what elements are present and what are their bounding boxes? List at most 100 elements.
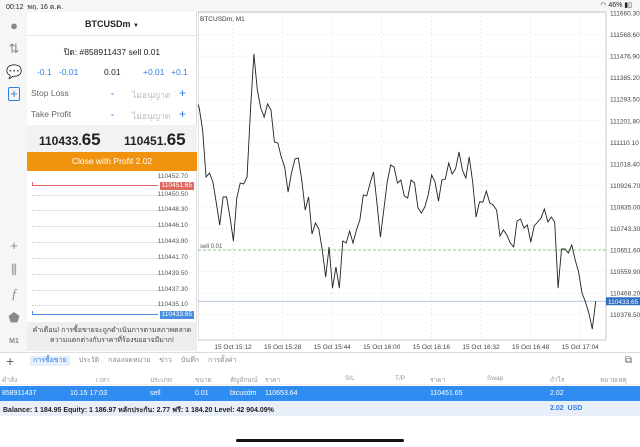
tab-news[interactable]: ข่าว — [159, 357, 172, 364]
depth-level-label: 110437.30 — [157, 286, 188, 293]
x-tick-label: 15 Oct 16:48 — [512, 344, 550, 351]
take-profit-input[interactable]: ไม่อนุญาต — [132, 111, 171, 121]
bid-price-tag-bg — [606, 297, 640, 306]
tab-trade[interactable]: การซื้อขาย — [30, 356, 70, 366]
column-header[interactable]: กำไร — [550, 377, 565, 384]
x-tick-label: 15 Oct 16:16 — [413, 344, 451, 351]
price-point — [362, 194, 364, 196]
column-header[interactable]: T/P — [395, 375, 406, 382]
status-bar: 00:12 พฤ. 16 ต.ค. ◠ 46% ▮▯ — [0, 0, 640, 12]
price-point — [209, 172, 210, 174]
price-point — [393, 166, 395, 168]
y-tick-label: 111476.90 — [610, 54, 640, 61]
volume-plus-0.01[interactable]: +0.01 — [143, 67, 165, 77]
trade-arrows-icon[interactable]: ⇅ — [8, 41, 20, 56]
stop-loss-plus[interactable]: + — [179, 86, 187, 100]
volume-minus-0.01[interactable]: -0.01 — [59, 67, 79, 77]
price-point — [407, 197, 409, 199]
column-header[interactable]: ราคา — [265, 377, 281, 384]
price-point — [267, 103, 268, 105]
y-tick-label: 111018.40 — [610, 161, 640, 168]
price-point — [427, 194, 429, 196]
price-point — [595, 300, 596, 302]
depth-ask-price-tag: 110451.65 — [159, 182, 194, 190]
price-point — [537, 221, 538, 223]
account-icon[interactable]: ● — [10, 18, 18, 33]
depth-level-label: 110452.70 — [157, 173, 188, 180]
depth-gridline — [32, 242, 158, 243]
volume-value[interactable]: 0.01 — [104, 67, 121, 77]
price-point — [564, 248, 566, 250]
price-point — [349, 230, 350, 232]
price-display: 110433.65 110451.65 — [27, 125, 197, 152]
column-header[interactable]: สัญลักษณ์ — [230, 377, 258, 384]
price-point — [414, 182, 415, 184]
price-point — [257, 89, 258, 91]
price-point — [523, 227, 525, 229]
table-header: คำสั่ง เวลา ประเภท ขนาด สัญลักษณ์ ราคา S/L T/P ร… — [0, 371, 640, 385]
price-point — [557, 287, 559, 289]
price-point — [561, 248, 562, 250]
price-point — [308, 196, 309, 198]
price-point — [496, 209, 497, 211]
sell-order-label: sell 0.01 — [200, 244, 223, 250]
order-line: ปิด: #858911437 sell 0.01 — [63, 47, 161, 57]
column-header[interactable]: เวลา — [96, 377, 110, 384]
price-point — [581, 292, 583, 294]
stop-loss-input[interactable]: ไม่อนุญาต — [132, 90, 171, 100]
price-point — [260, 107, 262, 109]
column-header[interactable]: ราคา — [430, 377, 446, 384]
y-tick-label: 111385.20 — [610, 75, 640, 82]
column-header[interactable]: คำสั่ง — [2, 377, 18, 384]
price-point — [352, 242, 354, 244]
price-point — [226, 196, 227, 198]
tab-settings[interactable]: การตั้งค่า — [207, 357, 237, 364]
volume-plus-0.1[interactable]: +0.1 — [171, 67, 188, 77]
take-profit-plus[interactable]: + — [179, 107, 187, 121]
new-order-icon[interactable]: + — [8, 87, 20, 101]
price-point — [417, 207, 419, 209]
home-indicator[interactable] — [236, 439, 404, 442]
column-header[interactable]: Swap — [487, 375, 504, 382]
add-icon[interactable]: + — [6, 353, 15, 369]
chat-icon[interactable]: 💬 — [6, 64, 23, 79]
symbol-selector[interactable]: BTCUSDm ▼ — [27, 12, 197, 36]
x-tick-label: 15 Oct 16:00 — [363, 344, 401, 351]
price-point — [321, 249, 323, 251]
column-header[interactable]: S/L — [345, 375, 355, 382]
crosshair-icon[interactable]: + — [10, 238, 18, 253]
price-point — [205, 176, 207, 178]
price-point — [246, 176, 248, 178]
objects-icon[interactable]: ⬟ — [8, 310, 20, 325]
column-header[interactable]: หมายเหตุ — [600, 377, 627, 384]
tab-list: การซื้อขาย ประวัติ กล่องจดหมาย ข่าว บันท… — [30, 356, 236, 366]
y-tick-label: 111110.10 — [610, 140, 639, 147]
price-point — [335, 266, 337, 268]
price-point — [315, 222, 316, 224]
close-with-profit-button[interactable]: Close with Profit 2.02 — [27, 152, 197, 171]
depth-level-label: 110443.90 — [157, 238, 188, 245]
table-row[interactable]: 858911437 10.15 17:03 sell 0.01 btcusdm 11065… — [0, 386, 640, 401]
plot-area[interactable] — [198, 11, 607, 341]
tab-journal[interactable]: บันทึก — [180, 357, 199, 364]
depth-level-label: 110450.50 — [157, 191, 188, 198]
price-point — [520, 218, 521, 220]
layout-toggle-icon[interactable]: ⧉ — [624, 355, 632, 366]
price-point — [492, 204, 494, 206]
price-chart[interactable]: 111660.30 111568.60 111476.90 111385.20 1112… — [198, 0, 640, 352]
tab-history[interactable]: ประวัติ — [78, 357, 100, 364]
volume-minus-0.1[interactable]: -0.1 — [37, 67, 52, 77]
depth-bid-line — [32, 311, 158, 315]
function-icon[interactable]: f — [12, 286, 16, 301]
column-header[interactable]: ประเภท — [150, 377, 172, 384]
stop-loss-minus[interactable]: - — [111, 88, 114, 98]
dropdown-icon: ▼ — [133, 23, 139, 29]
take-profit-minus[interactable]: - — [111, 109, 114, 119]
column-header[interactable]: ขนาด — [195, 377, 212, 384]
candles-icon[interactable]: ⫼ — [11, 262, 17, 277]
x-tick-label: 15 Oct 15:44 — [314, 344, 352, 351]
price-point — [291, 172, 292, 174]
timeframe-button[interactable]: M1 — [9, 338, 19, 345]
tab-mailbox[interactable]: กล่องจดหมาย — [108, 357, 151, 364]
price-point — [424, 206, 426, 208]
